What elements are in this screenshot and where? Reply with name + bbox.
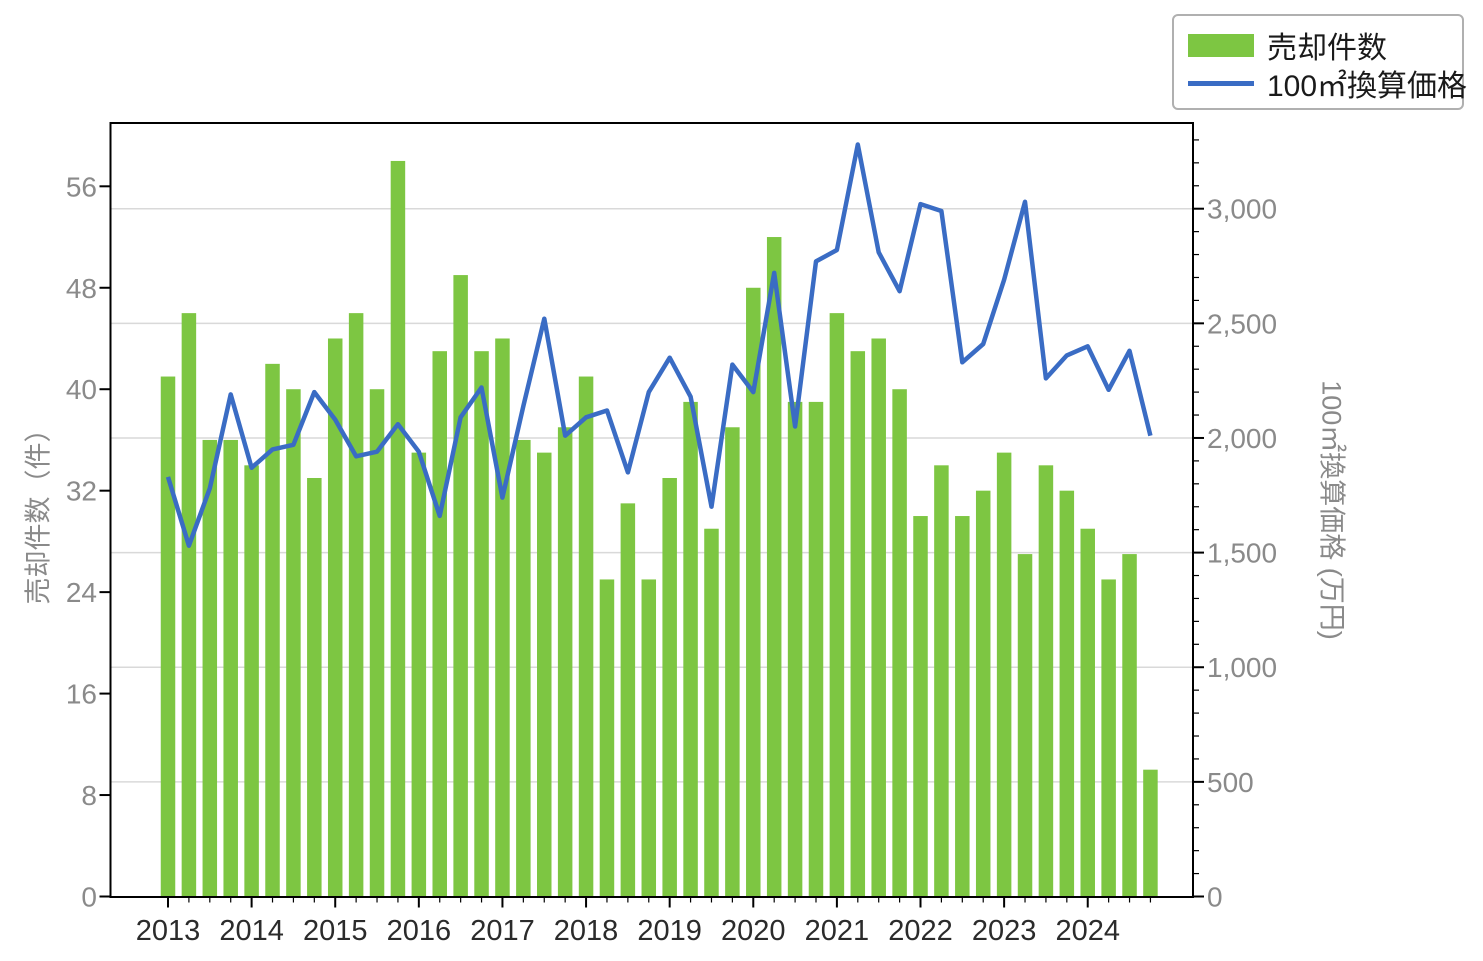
right-tick-label: 2,500 <box>1207 308 1277 339</box>
bar <box>369 389 385 897</box>
x-tick-label: 2019 <box>637 915 702 947</box>
bar <box>662 477 677 897</box>
bar <box>495 338 510 897</box>
right-tick-label: 500 <box>1207 767 1254 798</box>
legend-label-bar: 売却件数 <box>1267 32 1387 65</box>
x-tick-label: 2023 <box>972 915 1037 947</box>
bar <box>223 439 238 897</box>
bar <box>641 579 657 897</box>
bar <box>474 351 489 897</box>
bar <box>537 452 552 897</box>
x-tick-label: 2014 <box>219 915 284 947</box>
bar <box>1059 490 1075 897</box>
bar <box>202 439 218 897</box>
bar <box>307 477 322 897</box>
left-tick-label: 8 <box>81 780 97 811</box>
bar <box>955 516 970 897</box>
bar <box>390 160 406 898</box>
bar <box>1143 769 1158 897</box>
bar <box>996 452 1012 897</box>
bar <box>244 465 259 897</box>
left-tick-label: 16 <box>66 679 97 710</box>
bar <box>746 287 761 897</box>
bar <box>578 376 594 898</box>
bar <box>516 439 531 897</box>
bar <box>808 401 824 897</box>
legend-label-line: 100㎡換算価格 <box>1267 70 1468 103</box>
bar <box>620 503 636 897</box>
bar <box>348 313 364 897</box>
bar <box>913 516 928 897</box>
right-tick-label: 1,500 <box>1207 538 1277 569</box>
bar <box>286 389 301 897</box>
price-line <box>165 142 1153 548</box>
bar <box>411 452 427 897</box>
x-tick-label: 2024 <box>1055 915 1120 947</box>
left-tick-label: 32 <box>66 476 97 507</box>
bar <box>1101 579 1116 897</box>
x-tick-label: 2016 <box>387 915 452 947</box>
bar <box>1122 554 1137 897</box>
bar <box>160 376 176 898</box>
bar <box>871 338 886 897</box>
x-tick-label: 2015 <box>303 915 368 947</box>
left-tick-label: 40 <box>66 374 97 405</box>
left-tick-label: 0 <box>81 882 97 913</box>
right-tick-label: 3,000 <box>1207 194 1277 225</box>
legend: 売却件数 100㎡換算価格 <box>1172 14 1467 110</box>
bar <box>1017 554 1033 897</box>
bar <box>265 363 280 898</box>
bar <box>1080 528 1095 897</box>
bar <box>557 427 573 897</box>
right-tick-label: 1,000 <box>1207 652 1277 683</box>
bar <box>975 490 991 897</box>
bar <box>766 237 782 897</box>
bar <box>683 401 698 897</box>
x-tick-label: 2013 <box>136 915 201 947</box>
bar <box>432 351 447 897</box>
x-tick-label: 2020 <box>721 915 786 947</box>
x-tick-label: 2022 <box>888 915 953 947</box>
bar-swatch-icon <box>1188 33 1254 57</box>
x-tick-label: 2017 <box>470 915 535 947</box>
x-tick-label: 2018 <box>554 915 619 947</box>
left-tick-label: 24 <box>66 577 97 608</box>
legend-item-bar: 売却件数 <box>1188 26 1462 65</box>
bar <box>327 338 343 897</box>
right-tick-label: 0 <box>1207 882 1223 913</box>
bar <box>725 427 740 897</box>
bar <box>453 275 468 897</box>
right-tick-label: 2,000 <box>1207 423 1277 454</box>
plot-frame <box>109 122 1194 898</box>
bar <box>829 313 845 897</box>
bar <box>934 465 949 897</box>
bar <box>787 401 803 897</box>
bar <box>181 313 197 897</box>
bar <box>599 579 615 897</box>
bar <box>850 351 866 897</box>
line-swatch-icon <box>1188 80 1254 86</box>
legend-item-line: 100㎡換算価格 <box>1188 64 1467 103</box>
bar <box>704 528 719 897</box>
right-axis-title: 100㎡換算価格 (万円) <box>1316 380 1347 640</box>
left-axis-title: 売却件数（件） <box>23 415 54 605</box>
bar <box>892 389 907 897</box>
left-tick-label: 48 <box>66 273 97 304</box>
x-tick-label: 2021 <box>805 915 870 947</box>
bar <box>1038 465 1054 897</box>
left-tick-label: 56 <box>66 171 97 202</box>
